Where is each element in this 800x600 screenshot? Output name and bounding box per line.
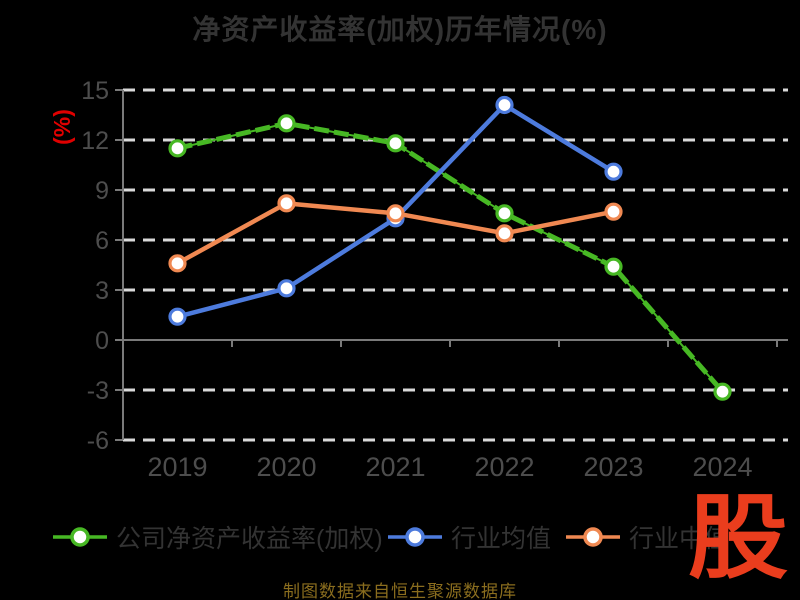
data-point-company-roe <box>386 134 405 153</box>
x-tick-label: 2020 <box>256 452 316 482</box>
y-tick-label: 15 <box>81 77 109 105</box>
x-tick-label: 2022 <box>474 452 534 482</box>
x-tick-label: 2021 <box>365 452 425 482</box>
data-point-company-roe <box>713 382 732 401</box>
legend-label-industry-average: 行业均值 <box>451 525 552 553</box>
x-tick-label: 2019 <box>147 452 207 482</box>
data-point-industry-median <box>604 202 623 221</box>
data-point-industry-average <box>604 162 623 181</box>
legend-label-industry-median: 行业中值 <box>629 525 730 553</box>
legend-marker-industry-median <box>566 527 620 547</box>
legend-marker-industry-average <box>388 527 442 547</box>
x-tick-label: 2023 <box>583 452 643 482</box>
y-tick-label: 6 <box>95 227 109 255</box>
data-point-industry-average <box>277 279 296 298</box>
data-point-company-roe <box>277 114 296 133</box>
data-point-industry-median <box>386 204 405 223</box>
series-line-company-roe <box>176 120 725 394</box>
brand-watermark-logo: 股 <box>688 486 788 590</box>
chart-title: 净资产收益率(加权)历年情况(%) <box>192 14 608 45</box>
y-tick-label: -6 <box>87 427 109 455</box>
data-point-industry-median <box>495 224 514 243</box>
y-tick-label: 3 <box>95 277 109 305</box>
data-point-industry-median <box>277 194 296 213</box>
data-point-industry-average <box>495 95 514 115</box>
y-tick-label: -3 <box>87 377 109 405</box>
legend-item-industry-average[interactable]: 行业均值 <box>388 522 552 553</box>
legend-item-company-roe[interactable]: 公司净资产收益率(加权) <box>53 522 383 553</box>
legend-label-company-roe: 公司净资产收益率(加权) <box>116 525 383 553</box>
data-point-company-roe <box>604 257 623 276</box>
legend-item-industry-median[interactable]: 行业中值 <box>566 522 730 553</box>
y-tick-label: 9 <box>95 177 109 205</box>
legend-marker-company-roe <box>53 527 107 547</box>
y-tick-label: 12 <box>81 127 109 155</box>
y-tick-label: 0 <box>95 327 109 355</box>
data-point-industry-median <box>168 254 187 273</box>
data-source-note: 制图数据来自恒生聚源数据库 <box>283 582 517 600</box>
data-point-company-roe <box>495 204 514 223</box>
data-point-company-roe <box>168 139 187 158</box>
x-tick-label: 2024 <box>692 452 752 482</box>
data-point-industry-average <box>168 307 187 326</box>
